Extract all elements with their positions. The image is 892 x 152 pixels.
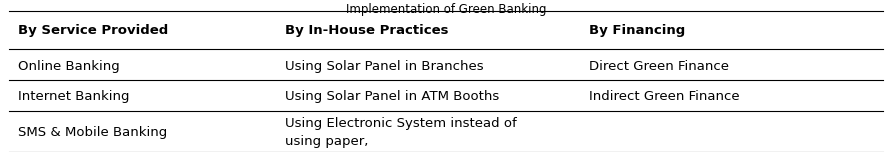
Text: SMS & Mobile Banking: SMS & Mobile Banking xyxy=(18,126,167,139)
Text: Direct Green Finance: Direct Green Finance xyxy=(589,60,729,73)
Text: Implementation of Green Banking: Implementation of Green Banking xyxy=(346,3,546,16)
Text: Using Solar Panel in ATM Booths: Using Solar Panel in ATM Booths xyxy=(285,90,500,103)
Text: Internet Banking: Internet Banking xyxy=(18,90,129,103)
Text: By Service Provided: By Service Provided xyxy=(18,24,168,37)
Text: By In-House Practices: By In-House Practices xyxy=(285,24,449,37)
Text: By Financing: By Financing xyxy=(589,24,685,37)
Text: Using Electronic System instead of
using paper,: Using Electronic System instead of using… xyxy=(285,117,517,148)
Text: Online Banking: Online Banking xyxy=(18,60,120,73)
Text: Using Solar Panel in Branches: Using Solar Panel in Branches xyxy=(285,60,484,73)
Text: Indirect Green Finance: Indirect Green Finance xyxy=(589,90,739,103)
